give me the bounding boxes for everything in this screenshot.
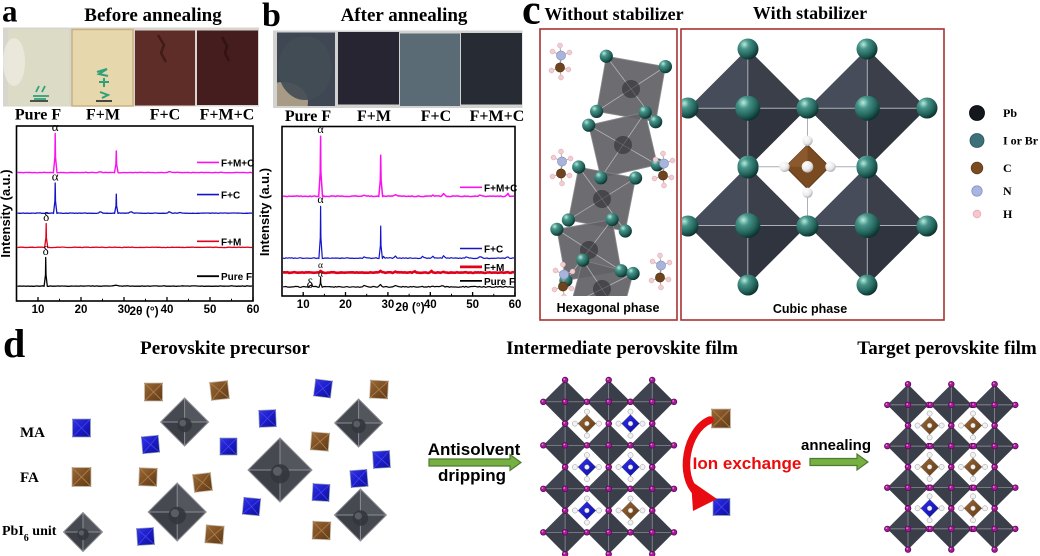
- svg-text:F+M+C: F+M+C: [484, 183, 517, 194]
- svg-text:F+M: F+M: [357, 108, 391, 125]
- svg-text:c: c: [522, 0, 541, 34]
- svg-text:Before annealing: Before annealing: [84, 5, 222, 26]
- svg-text:N: N: [1003, 184, 1012, 198]
- svg-text:30: 30: [118, 304, 131, 316]
- svg-text:F+C: F+C: [150, 107, 180, 124]
- svg-text:α: α: [317, 122, 324, 136]
- svg-text:α: α: [318, 270, 323, 280]
- svg-text:α: α: [318, 261, 323, 271]
- svg-text:Pb: Pb: [1003, 106, 1017, 120]
- svg-text:30: 30: [382, 299, 395, 311]
- svg-text:C: C: [1003, 161, 1012, 175]
- svg-text:Intermediate perovskite film: Intermediate perovskite film: [506, 338, 738, 359]
- svg-text:10: 10: [32, 304, 45, 316]
- svg-text:Cubic phase: Cubic phase: [773, 302, 847, 316]
- svg-text:F+M+C: F+M+C: [470, 108, 525, 125]
- svg-text:Pure F: Pure F: [15, 107, 62, 124]
- svg-text:F+C: F+C: [484, 245, 503, 256]
- svg-text:Pure F: Pure F: [221, 272, 252, 283]
- svg-text:a: a: [2, 0, 18, 29]
- svg-text:F+M: F+M: [86, 107, 120, 124]
- svg-text:60: 60: [247, 304, 260, 316]
- svg-text:50: 50: [466, 299, 479, 311]
- svg-text:40: 40: [424, 299, 437, 311]
- svg-text:Without stabilizer: Without stabilizer: [544, 4, 683, 24]
- svg-text:MA: MA: [20, 425, 45, 441]
- svg-text:2θ (°): 2θ (°): [129, 304, 158, 318]
- svg-text:Pure F: Pure F: [484, 277, 515, 288]
- svg-text:F+M: F+M: [484, 263, 504, 274]
- svg-text:d: d: [3, 321, 25, 366]
- svg-text:10: 10: [297, 299, 310, 311]
- svg-text:60: 60: [509, 299, 522, 311]
- svg-text:Antisolvent: Antisolvent: [428, 440, 521, 459]
- svg-text:20: 20: [75, 304, 88, 316]
- svg-text:F+M+C: F+M+C: [200, 107, 255, 124]
- svg-text:δ: δ: [43, 209, 49, 224]
- svg-text:FA: FA: [20, 470, 39, 486]
- svg-text:F+M: F+M: [221, 237, 241, 248]
- svg-text:Target perovskite film: Target perovskite film: [857, 338, 1037, 359]
- svg-text:α: α: [52, 119, 59, 134]
- svg-text:I or Br: I or Br: [1003, 134, 1039, 148]
- svg-text:F+C: F+C: [221, 191, 240, 202]
- svg-text:δ: δ: [307, 277, 314, 292]
- svg-text:b: b: [262, 0, 281, 34]
- svg-text:H: H: [1003, 207, 1013, 221]
- svg-text:Intensity (a.u.): Intensity (a.u.): [257, 168, 272, 256]
- svg-text:F+C: F+C: [421, 108, 451, 125]
- svg-text:PbI6 unit: PbI6 unit: [2, 524, 57, 544]
- svg-text:With stabilizer: With stabilizer: [753, 3, 867, 23]
- svg-text:40: 40: [161, 304, 174, 316]
- svg-text:Pure F: Pure F: [285, 108, 332, 125]
- svg-text:Ion exchange: Ion exchange: [693, 454, 802, 473]
- svg-text:50: 50: [204, 304, 217, 316]
- svg-text:annealing: annealing: [801, 437, 871, 454]
- svg-text:α: α: [52, 169, 59, 184]
- svg-text:Intensity (a.u.): Intensity (a.u.): [0, 169, 13, 257]
- svg-text:dripping: dripping: [438, 466, 506, 485]
- svg-text:Perovskite precursor: Perovskite precursor: [140, 338, 310, 359]
- svg-text:After annealing: After annealing: [341, 5, 468, 26]
- svg-text:Hexagonal phase: Hexagonal phase: [557, 301, 660, 315]
- svg-text:20: 20: [339, 299, 352, 311]
- svg-text:F+M+C: F+M+C: [221, 158, 254, 169]
- svg-text:2θ (°): 2θ (°): [395, 300, 424, 314]
- svg-text:δ: δ: [43, 243, 49, 258]
- svg-text:α: α: [317, 192, 324, 206]
